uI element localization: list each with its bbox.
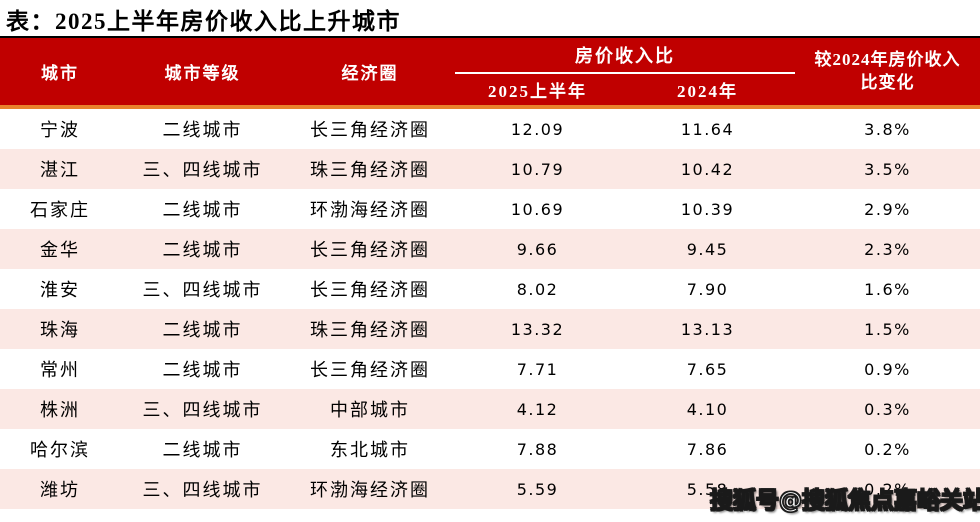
table-body: 宁波 二线城市 长三角经济圈 12.09 11.64 3.8% 湛江 三、四线城… — [0, 107, 980, 509]
cell-tier: 二线城市 — [120, 189, 285, 229]
cell-change: 3.5% — [795, 149, 980, 189]
cell-ratio-2024: 7.90 — [620, 269, 795, 309]
cell-region: 中部城市 — [285, 389, 455, 429]
cell-change: 0.2% — [795, 429, 980, 469]
table-title: 表：2025上半年房价收入比上升城市 — [6, 9, 401, 34]
cell-ratio-2025h1: 4.12 — [455, 389, 620, 429]
cell-city: 湛江 — [0, 149, 120, 189]
cell-ratio-2024: 4.10 — [620, 389, 795, 429]
cell-city: 潍坊 — [0, 469, 120, 509]
cell-change: 1.6% — [795, 269, 980, 309]
cell-city: 宁波 — [0, 107, 120, 149]
cell-city: 金华 — [0, 229, 120, 269]
cell-change: 3.8% — [795, 107, 980, 149]
cell-ratio-2025h1: 12.09 — [455, 107, 620, 149]
cell-region: 东北城市 — [285, 429, 455, 469]
table-row: 金华 二线城市 长三角经济圈 9.66 9.45 2.3% — [0, 229, 980, 269]
cell-change: 0.9% — [795, 349, 980, 389]
cell-ratio-2025h1: 9.66 — [455, 229, 620, 269]
table-row: 宁波 二线城市 长三角经济圈 12.09 11.64 3.8% — [0, 107, 980, 149]
cell-ratio-2025h1: 7.71 — [455, 349, 620, 389]
table-row: 株洲 三、四线城市 中部城市 4.12 4.10 0.3% — [0, 389, 980, 429]
table-row: 潍坊 三、四线城市 环渤海经济圈 5.59 5.58 0.2% — [0, 469, 980, 509]
cell-tier: 二线城市 — [120, 107, 285, 149]
cell-change: 2.9% — [795, 189, 980, 229]
cell-tier: 二线城市 — [120, 349, 285, 389]
cell-city: 石家庄 — [0, 189, 120, 229]
cell-tier: 三、四线城市 — [120, 469, 285, 509]
cell-ratio-2024: 11.64 — [620, 107, 795, 149]
col-header-region: 经济圈 — [285, 37, 455, 109]
cell-tier: 三、四线城市 — [120, 269, 285, 309]
cell-ratio-2025h1: 10.79 — [455, 149, 620, 189]
cell-tier: 二线城市 — [120, 429, 285, 469]
cell-change: 0.3% — [795, 389, 980, 429]
table-header: 城市 城市等级 经济圈 房价收入比 较2024年房价收入 比变化 2025上半年… — [0, 37, 980, 109]
cell-ratio-2024: 10.39 — [620, 189, 795, 229]
cell-change: 0.2% — [795, 469, 980, 509]
cell-ratio-2024: 7.86 — [620, 429, 795, 469]
cell-ratio-2024: 10.42 — [620, 149, 795, 189]
table-row: 湛江 三、四线城市 珠三角经济圈 10.79 10.42 3.5% — [0, 149, 980, 189]
cell-region: 长三角经济圈 — [285, 349, 455, 389]
col-header-2025h1: 2025上半年 — [455, 73, 620, 109]
cell-tier: 二线城市 — [120, 229, 285, 269]
cell-city: 珠海 — [0, 309, 120, 349]
cell-tier: 三、四线城市 — [120, 389, 285, 429]
cell-tier: 二线城市 — [120, 309, 285, 349]
col-header-change: 较2024年房价收入 比变化 — [795, 37, 980, 109]
cell-ratio-2025h1: 5.59 — [455, 469, 620, 509]
table-row: 常州 二线城市 长三角经济圈 7.71 7.65 0.9% — [0, 349, 980, 389]
table-row: 石家庄 二线城市 环渤海经济圈 10.69 10.39 2.9% — [0, 189, 980, 229]
cell-ratio-2024: 5.58 — [620, 469, 795, 509]
cell-city: 常州 — [0, 349, 120, 389]
cell-tier: 三、四线城市 — [120, 149, 285, 189]
cell-ratio-2024: 9.45 — [620, 229, 795, 269]
cell-region: 环渤海经济圈 — [285, 469, 455, 509]
sohu-watermark: 搜狐号@搜狐焦点嘉峪关站 — [709, 487, 980, 514]
cell-region: 珠三角经济圈 — [285, 149, 455, 189]
cell-city: 株洲 — [0, 389, 120, 429]
cell-city: 淮安 — [0, 269, 120, 309]
cell-region: 长三角经济圈 — [285, 107, 455, 149]
cell-region: 长三角经济圈 — [285, 229, 455, 269]
cell-change: 1.5% — [795, 309, 980, 349]
cell-ratio-2025h1: 13.32 — [455, 309, 620, 349]
cell-ratio-2025h1: 8.02 — [455, 269, 620, 309]
table-row: 哈尔滨 二线城市 东北城市 7.88 7.86 0.2% — [0, 429, 980, 469]
cell-region: 环渤海经济圈 — [285, 189, 455, 229]
cell-ratio-2025h1: 10.69 — [455, 189, 620, 229]
table-row: 淮安 三、四线城市 长三角经济圈 8.02 7.90 1.6% — [0, 269, 980, 309]
col-header-city: 城市 — [0, 37, 120, 109]
col-header-2024: 2024年 — [620, 73, 795, 109]
cell-city: 哈尔滨 — [0, 429, 120, 469]
col-header-tier: 城市等级 — [120, 37, 285, 109]
cell-ratio-2024: 13.13 — [620, 309, 795, 349]
cell-ratio-2025h1: 7.88 — [455, 429, 620, 469]
cell-region: 珠三角经济圈 — [285, 309, 455, 349]
cell-change: 2.3% — [795, 229, 980, 269]
cell-region: 长三角经济圈 — [285, 269, 455, 309]
price-income-ratio-table: 城市 城市等级 经济圈 房价收入比 较2024年房价收入 比变化 2025上半年… — [0, 36, 980, 509]
table-row: 珠海 二线城市 珠三角经济圈 13.32 13.13 1.5% — [0, 309, 980, 349]
cell-ratio-2024: 7.65 — [620, 349, 795, 389]
col-header-ratio-group: 房价收入比 — [455, 37, 795, 74]
